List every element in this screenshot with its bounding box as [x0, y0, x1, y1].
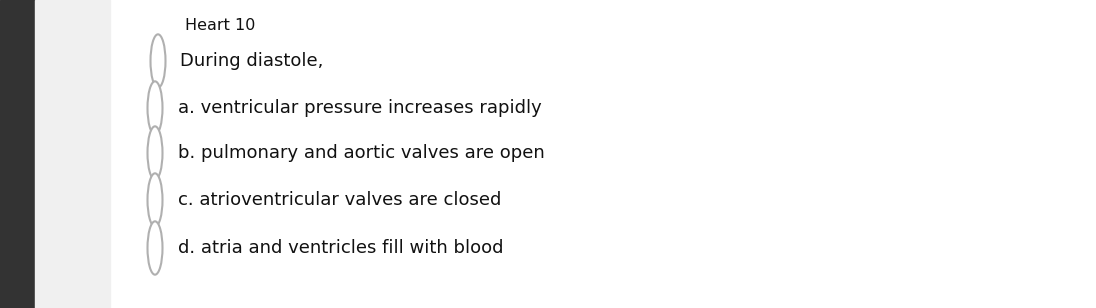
Text: During diastole,: During diastole, [180, 52, 323, 70]
Text: b. pulmonary and aortic valves are open: b. pulmonary and aortic valves are open [178, 144, 545, 162]
Text: Heart 10: Heart 10 [185, 18, 255, 34]
Ellipse shape [148, 173, 162, 227]
Ellipse shape [148, 221, 162, 275]
Text: c. atrioventricular valves are closed: c. atrioventricular valves are closed [178, 191, 501, 209]
Ellipse shape [148, 126, 162, 180]
Bar [35, 0, 110, 308]
Ellipse shape [148, 81, 162, 135]
Ellipse shape [150, 34, 165, 88]
Text: a. ventricular pressure increases rapidly: a. ventricular pressure increases rapidl… [178, 99, 541, 117]
Text: d. atria and ventricles fill with blood: d. atria and ventricles fill with blood [178, 239, 503, 257]
Bar [0, 0, 35, 308]
